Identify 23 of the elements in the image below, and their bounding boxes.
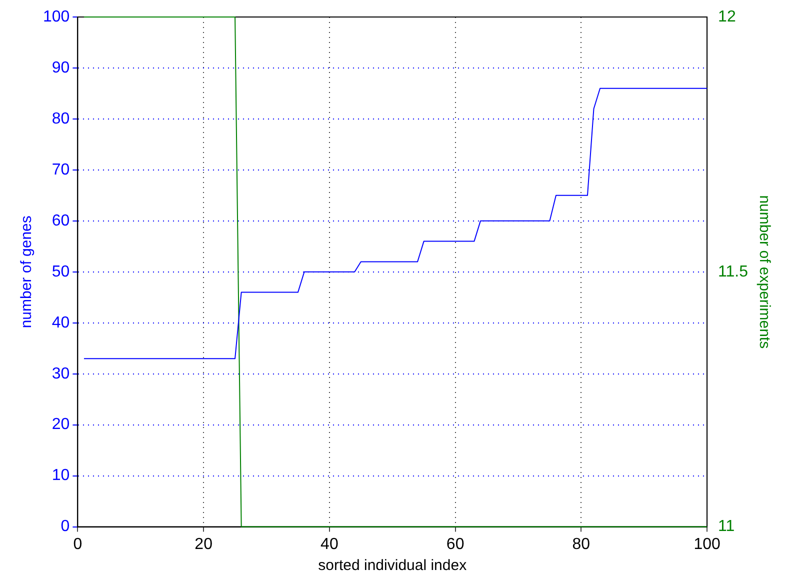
y2-tick-label: 12 xyxy=(718,8,736,26)
y-tick-label: 40 xyxy=(52,314,70,332)
x-tick-label: 20 xyxy=(194,536,213,553)
x-axis-title: sorted individual index xyxy=(318,557,468,574)
y2-axis-title: number of experiments xyxy=(756,195,773,349)
x-tick-label: 60 xyxy=(446,536,464,553)
y-tick-label: 100 xyxy=(42,8,70,26)
y-tick-label: 90 xyxy=(52,59,70,76)
y2-tick-label: 11 xyxy=(718,518,735,536)
y-tick-label: 60 xyxy=(52,212,70,230)
y2-tick-label: 11.5 xyxy=(718,263,748,280)
y-tick-label: 20 xyxy=(52,416,70,434)
y-tick-label: 0 xyxy=(60,518,70,536)
y-axis-title: number of genes xyxy=(18,216,36,328)
y-tick-label: 30 xyxy=(52,365,70,382)
y-tick-label: 70 xyxy=(52,161,70,178)
x-tick-label: 80 xyxy=(572,536,590,553)
x-tick-label: 40 xyxy=(320,536,338,553)
y-tick-label: 10 xyxy=(52,467,70,484)
y-tick-label: 80 xyxy=(52,110,70,128)
x-tick-label: 100 xyxy=(694,536,720,553)
y-tick-label: 50 xyxy=(52,263,70,280)
x-tick-label: 0 xyxy=(73,536,82,553)
